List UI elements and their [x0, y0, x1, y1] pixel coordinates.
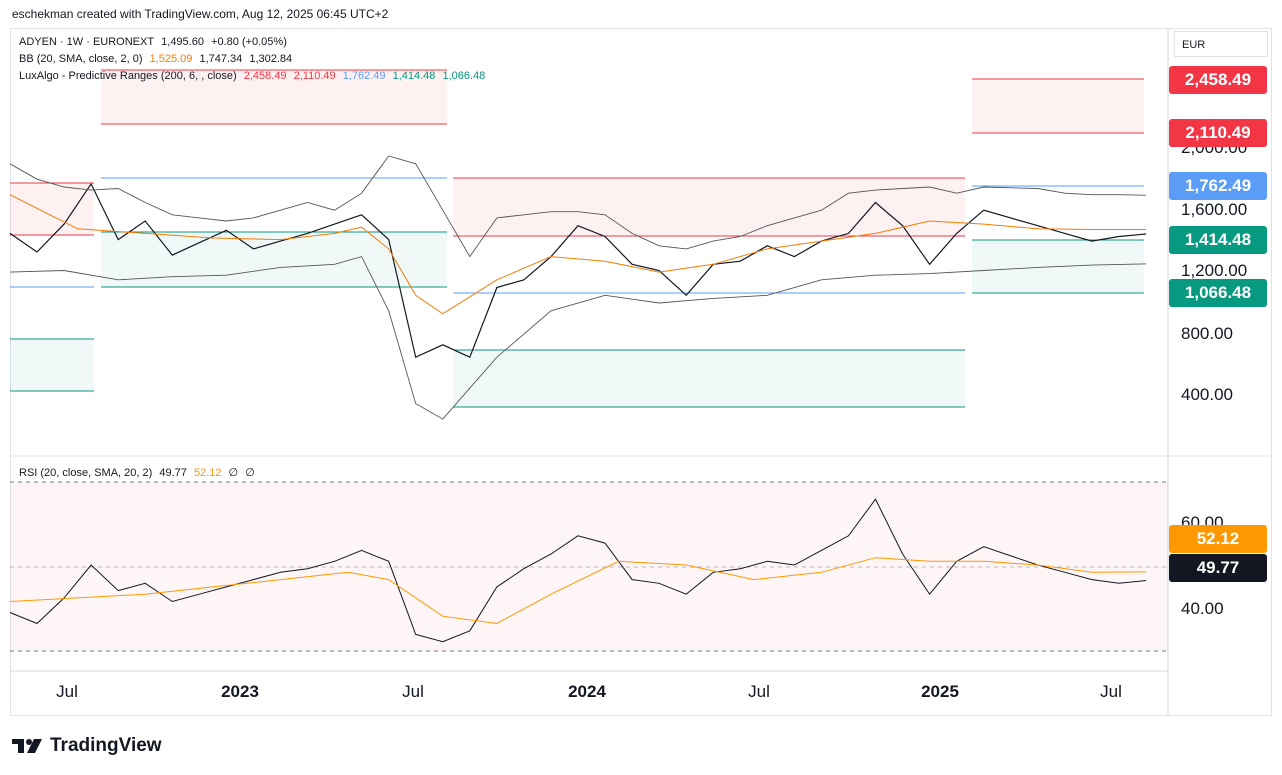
time-tick: Jul: [1100, 682, 1122, 701]
price-tick: 800.00: [1181, 324, 1233, 343]
legend-price: 1,495.60: [161, 36, 204, 48]
time-tick: Jul: [748, 682, 770, 701]
price-label-r1: 2,110.49: [1169, 119, 1267, 147]
rsi-value-label: 49.77: [1169, 554, 1267, 582]
legend-rsi-label[interactable]: RSI (20, close, SMA, 20, 2): [19, 467, 153, 479]
legend-symbol[interactable]: ADYEN · 1W · EURONEXT: [19, 36, 155, 48]
legend-symbol-row: ADYEN · 1W · EURONEXT 1,495.60 +0.80 (+0…: [19, 36, 291, 48]
price-tick: 1,600.00: [1181, 200, 1248, 219]
currency-selector[interactable]: EUR: [1174, 31, 1268, 57]
legend-lux-label[interactable]: LuxAlgo - Predictive Ranges (200, 6, , c…: [19, 70, 237, 82]
legend-change: +0.80 (+0.05%): [211, 36, 287, 48]
price-label-r2: 2,458.49: [1169, 66, 1267, 94]
time-tick: 2025: [921, 682, 959, 701]
legend-bb-row: BB (20, SMA, close, 2, 0) 1,525.09 1,747…: [19, 53, 296, 65]
rsi-tick: 40.00: [1181, 599, 1224, 618]
legend-lux-s1: 1,414.48: [392, 70, 436, 82]
legend-lux-r1: 2,110.49: [293, 70, 336, 82]
predictive-range-zones: [10, 69, 1144, 408]
tradingview-logo[interactable]: TradingView: [12, 735, 162, 757]
price-label-s1: 1,414.48: [1169, 226, 1267, 254]
time-tick: Jul: [402, 682, 424, 701]
time-tick: Jul: [56, 682, 78, 701]
tradingview-icon: [12, 739, 42, 753]
legend-rsi-value: 49.77: [159, 467, 187, 479]
rsi-line: [9, 498, 1147, 643]
rsi-ma-label: 52.12: [1169, 525, 1267, 553]
legend-lux-s2: 1,066.48: [442, 70, 486, 82]
price-tick: 1,200.00: [1181, 261, 1248, 280]
legend-bb-label[interactable]: BB (20, SMA, close, 2, 0): [19, 53, 143, 65]
price-label-avg: 1,762.49: [1169, 172, 1267, 200]
price-line: [9, 182, 1147, 359]
bb-lower-line: [9, 256, 1147, 420]
rsi-series-group: [9, 498, 1147, 643]
legend-rsi-extra1: ∅: [228, 467, 239, 479]
chart-frame: [10, 28, 1272, 716]
legend-lux-avg: 1,762.49: [342, 70, 386, 82]
price-tick: 400.00: [1181, 385, 1233, 404]
bb-basis-line: [9, 194, 1146, 315]
price-label-s2: 1,066.48: [1169, 279, 1267, 307]
legend-bb-basis: 1,525.09: [149, 53, 193, 65]
price-series-group: [9, 155, 1147, 420]
rsi-ma-line: [9, 557, 1147, 625]
legend-bb-upper: 1,747.34: [199, 53, 243, 65]
attribution-text: eschekman created with TradingView.com, …: [12, 7, 389, 21]
legend-lux-r2: 2,458.49: [243, 70, 287, 82]
brand-name: TradingView: [50, 735, 162, 756]
legend-rsi-extra2: ∅: [245, 467, 255, 479]
legend-rsi-ma: 52.12: [193, 467, 222, 479]
legend-lux-row: LuxAlgo - Predictive Ranges (200, 6, , c…: [19, 70, 489, 82]
bb-upper-line: [9, 155, 1147, 258]
time-tick: 2024: [568, 682, 606, 701]
legend-rsi-row: RSI (20, close, SMA, 20, 2) 49.77 52.12 …: [19, 466, 259, 479]
rsi-band: [10, 481, 1168, 652]
time-tick: 2023: [221, 682, 259, 701]
legend-bb-lower: 1,302.84: [249, 53, 293, 65]
